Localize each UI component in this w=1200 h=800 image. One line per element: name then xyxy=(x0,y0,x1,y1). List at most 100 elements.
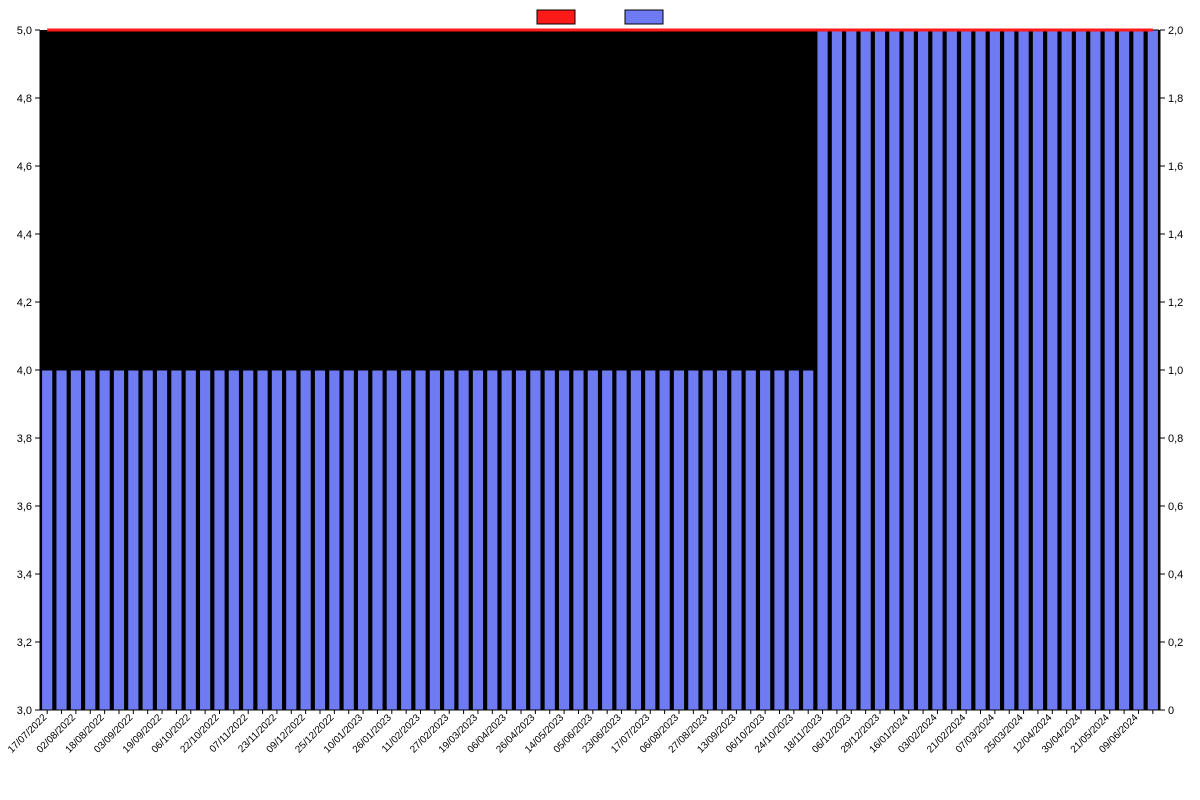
right-tick-label: 1,4 xyxy=(1168,229,1183,241)
bar xyxy=(688,370,699,710)
bar xyxy=(472,370,483,710)
bar xyxy=(917,30,928,710)
left-tick-label: 4,8 xyxy=(17,93,32,105)
bar xyxy=(587,370,598,710)
left-tick-label: 3,6 xyxy=(17,501,32,513)
left-tick-label: 4,0 xyxy=(17,365,32,377)
bar xyxy=(343,370,354,710)
bar xyxy=(386,370,397,710)
bar xyxy=(1147,30,1158,710)
bar xyxy=(128,370,139,710)
left-tick-label: 4,6 xyxy=(17,161,32,173)
bar xyxy=(1090,30,1101,710)
bar xyxy=(659,370,670,710)
bar xyxy=(831,30,842,710)
bar xyxy=(487,370,498,710)
left-tick-label: 3,0 xyxy=(17,705,32,717)
bar xyxy=(113,370,124,710)
bar xyxy=(458,370,469,710)
left-tick-label: 3,2 xyxy=(17,637,32,649)
bar xyxy=(602,370,613,710)
chart-container: 3,0 3,2 3,4 3,6 3,8 4,0 4,2 4,4 4,6 4,8 5,0 0 0,2 0,4… xyxy=(0,0,1200,800)
bar xyxy=(716,370,727,710)
bar xyxy=(1133,30,1144,710)
legend-swatch xyxy=(625,10,663,24)
bar xyxy=(70,370,81,710)
bar xyxy=(544,370,555,710)
bar xyxy=(989,30,1000,710)
bar xyxy=(645,370,656,710)
bar xyxy=(228,370,239,710)
bar xyxy=(530,370,541,710)
bar xyxy=(429,370,440,710)
bar xyxy=(673,370,684,710)
bar xyxy=(1061,30,1072,710)
bar xyxy=(1104,30,1115,710)
bar xyxy=(559,370,570,710)
bar xyxy=(702,370,713,710)
bar xyxy=(300,370,311,710)
bar xyxy=(85,370,96,710)
bar xyxy=(286,370,297,710)
bar xyxy=(243,370,254,710)
bar xyxy=(760,370,771,710)
legend-swatch xyxy=(537,10,575,24)
right-tick-label: 0 xyxy=(1168,705,1174,717)
bar xyxy=(401,370,412,710)
left-tick-label: 4,2 xyxy=(17,297,32,309)
bar xyxy=(774,370,785,710)
bar xyxy=(156,370,167,710)
bar xyxy=(961,30,972,710)
bar xyxy=(1004,30,1015,710)
right-tick-label: 0,6 xyxy=(1168,501,1183,513)
left-tick-label: 3,8 xyxy=(17,433,32,445)
bar xyxy=(185,370,196,710)
bar xyxy=(860,30,871,710)
bar xyxy=(932,30,943,710)
bar xyxy=(271,370,282,710)
bar xyxy=(214,370,225,710)
bar xyxy=(415,370,426,710)
bar xyxy=(200,370,211,710)
bar xyxy=(903,30,914,710)
bar xyxy=(56,370,67,710)
right-tick-label: 0,4 xyxy=(1168,569,1183,581)
bar xyxy=(329,370,340,710)
chart-svg: 3,0 3,2 3,4 3,6 3,8 4,0 4,2 4,4 4,6 4,8 5,0 0 0,2 0,4… xyxy=(0,0,1200,800)
bar xyxy=(1119,30,1130,710)
bar xyxy=(946,30,957,710)
bar xyxy=(42,370,53,710)
bar xyxy=(745,370,756,710)
bar xyxy=(99,370,110,710)
bar xyxy=(171,370,182,710)
left-tick-label: 4,4 xyxy=(17,229,32,241)
bar xyxy=(731,370,742,710)
right-tick-label: 0,8 xyxy=(1168,433,1183,445)
bar xyxy=(874,30,885,710)
bar xyxy=(975,30,986,710)
bar xyxy=(889,30,900,710)
right-tick-label: 1,6 xyxy=(1168,161,1183,173)
bar xyxy=(501,370,512,710)
bar xyxy=(616,370,627,710)
bar xyxy=(314,370,325,710)
right-tick-label: 2,0 xyxy=(1168,25,1183,37)
left-tick-label: 3,4 xyxy=(17,569,32,581)
bar xyxy=(803,370,814,710)
bar xyxy=(515,370,526,710)
bar xyxy=(372,370,383,710)
left-tick-label: 5,0 xyxy=(17,25,32,37)
bar xyxy=(142,370,153,710)
bar xyxy=(1075,30,1086,710)
bar xyxy=(1032,30,1043,710)
bar xyxy=(257,370,268,710)
bar xyxy=(357,370,368,710)
right-tick-label: 0,2 xyxy=(1168,637,1183,649)
bar xyxy=(1047,30,1058,710)
bar xyxy=(573,370,584,710)
bar xyxy=(817,30,828,710)
right-tick-label: 1,0 xyxy=(1168,365,1183,377)
bar xyxy=(1018,30,1029,710)
bar xyxy=(846,30,857,710)
right-tick-label: 1,2 xyxy=(1168,297,1183,309)
